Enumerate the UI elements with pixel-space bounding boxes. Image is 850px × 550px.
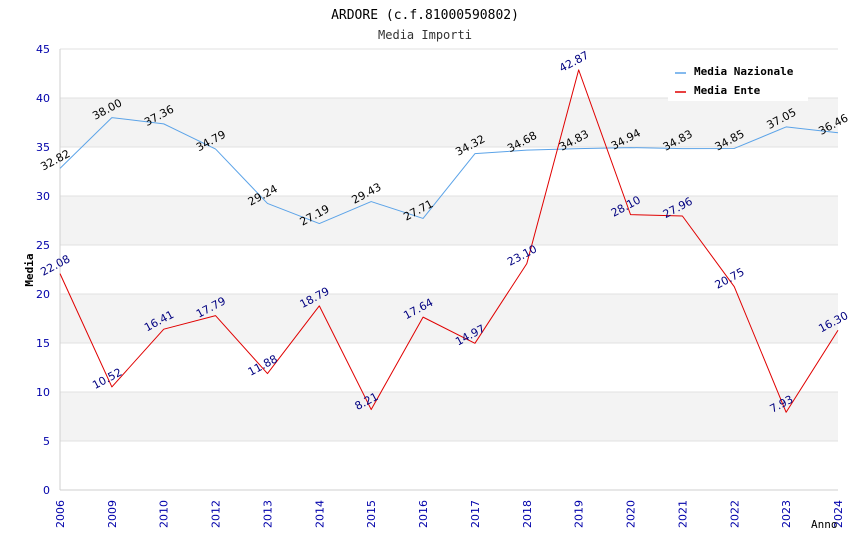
grid-band <box>60 294 838 343</box>
data-label-media-ente: 22.08 <box>38 252 72 278</box>
x-tick-label: 2019 <box>573 500 586 528</box>
chart-title: ARDORE (c.f.81000590802) <box>331 8 519 23</box>
x-tick-label: 2012 <box>210 500 223 528</box>
chart-subtitle: Media Importi <box>378 28 472 42</box>
x-tick-label: 2010 <box>158 500 171 528</box>
data-label-media-ente: 42.87 <box>557 49 591 75</box>
y-tick-label: 10 <box>36 386 50 399</box>
y-tick-label: 15 <box>36 337 50 350</box>
legend: Media Nazionale Media Ente <box>668 59 808 101</box>
x-tick-label: 2018 <box>521 500 534 528</box>
x-tick-label: 2014 <box>313 500 326 528</box>
series-line-media-ente <box>59 69 839 413</box>
y-tick-label: 0 <box>43 484 50 497</box>
y-tick-label: 35 <box>36 141 50 154</box>
x-tick-label: 2016 <box>417 500 430 528</box>
data-label-media-ente: 11.88 <box>246 352 280 378</box>
grid-band <box>60 392 838 441</box>
data-label-media-ente: 23.10 <box>505 242 539 268</box>
axes <box>59 49 838 491</box>
x-tick-label: 2024 <box>832 500 845 528</box>
x-tick-label: 2020 <box>625 500 638 528</box>
x-tick-label: 2017 <box>469 500 482 528</box>
data-label-media-ente: 10.52 <box>90 366 124 392</box>
grid-band <box>60 196 838 245</box>
y-axis-label: Media <box>23 253 36 286</box>
x-axis-label: Anno <box>811 518 838 531</box>
y-tick-label: 25 <box>36 239 50 252</box>
y-tick-label: 5 <box>43 435 50 448</box>
y-tick-label: 30 <box>36 190 50 203</box>
x-tick-label: 2006 <box>54 500 67 528</box>
x-tick-labels: 2006 2009 2010 2012 2013 2014 2015 2016 2017 2018… <box>54 500 845 528</box>
y-tick-labels: 0 5 10 15 20 25 30 35 40 45 <box>36 43 50 497</box>
grid-lines <box>60 48 838 442</box>
legend-background <box>668 59 808 101</box>
grid-bands <box>60 98 838 441</box>
series-line-media-nazionale <box>59 117 839 225</box>
y-tick-label: 20 <box>36 288 50 301</box>
x-tick-label: 2013 <box>261 500 274 528</box>
x-tick-label: 2021 <box>676 500 689 528</box>
series-lines <box>59 69 839 413</box>
x-tick-label: 2022 <box>728 500 741 528</box>
y-tick-label: 45 <box>36 43 50 56</box>
legend-label-media-nazionale: Media Nazionale <box>694 65 794 78</box>
x-tick-label: 2023 <box>780 500 793 528</box>
x-tick-label: 2015 <box>365 500 378 528</box>
legend-label-media-ente: Media Ente <box>694 84 761 97</box>
grid-band <box>60 98 838 147</box>
y-tick-label: 40 <box>36 92 50 105</box>
x-tick-label: 2009 <box>106 500 119 528</box>
data-label-media-ente: 20.75 <box>713 265 747 291</box>
